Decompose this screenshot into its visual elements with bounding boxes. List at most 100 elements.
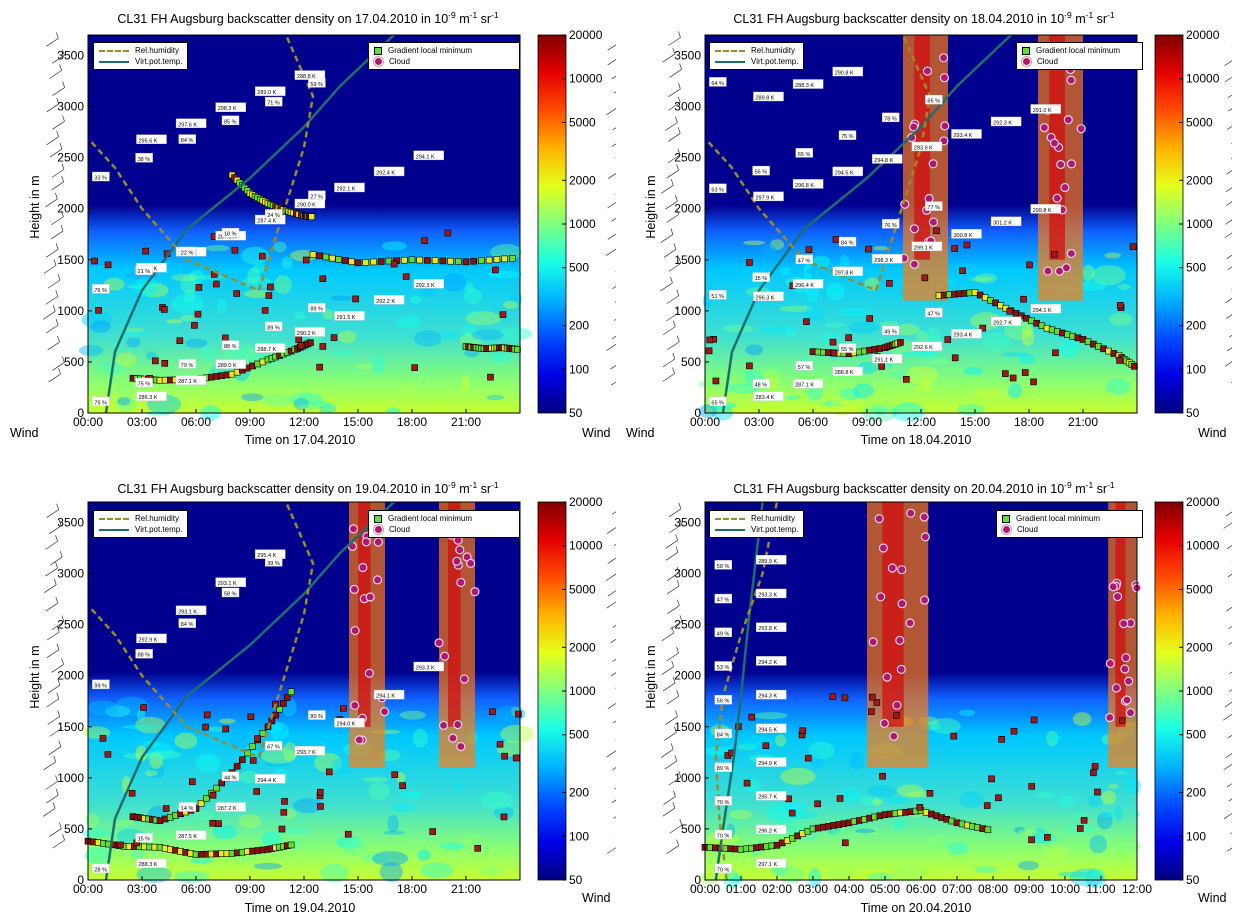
gradient-marker <box>1010 727 1018 735</box>
gradient-marker <box>845 334 852 341</box>
y-tick-label: 1000 <box>674 304 701 318</box>
vpt-label-box <box>413 661 444 672</box>
aerosol-patch <box>1036 791 1055 798</box>
cloud-marker <box>452 556 462 566</box>
aerosol-patch <box>412 728 428 748</box>
x-tick-label: 12:00 <box>289 882 319 896</box>
gradient-marker <box>222 725 229 733</box>
vpt-label-box <box>334 718 365 728</box>
aerosol-patch <box>395 772 406 783</box>
aerosol-patch <box>891 402 925 422</box>
y-tick-label: 1500 <box>674 720 701 734</box>
aerosol-patch <box>1105 379 1131 396</box>
vpt-label: 290.8 K <box>835 71 854 77</box>
cloud-marker <box>879 718 890 728</box>
gradient-marker <box>1028 836 1035 844</box>
wind-barb <box>59 722 62 729</box>
y-tick-label: 2500 <box>674 151 701 165</box>
y-tick-label: 0 <box>694 406 701 420</box>
wind-barb <box>45 781 58 790</box>
x-tick-label: 02:00 <box>762 882 792 896</box>
wind-barb <box>55 290 59 297</box>
rh-label-box <box>221 587 240 598</box>
gradient-marker <box>319 275 327 282</box>
gradient-marker <box>309 251 317 258</box>
colorbar-tick-label: 500 <box>569 261 589 275</box>
gradient-marker <box>841 694 849 702</box>
aerosol-patch <box>121 776 132 795</box>
gradient-marker <box>231 246 239 254</box>
aerosol-patch <box>238 814 261 829</box>
aerosol-patch <box>188 270 205 285</box>
aerosol-patch <box>330 350 356 356</box>
wind-barb <box>1228 798 1232 802</box>
rh-line <box>90 34 315 293</box>
aerosol-patch <box>125 327 145 333</box>
cloud-marker <box>1124 676 1134 686</box>
aerosol-patch <box>697 380 731 389</box>
wind-barb <box>610 638 616 644</box>
aerosol-patch <box>809 750 824 769</box>
aerosol-patch <box>1079 273 1100 292</box>
legend-grad: Gradient local minimum <box>388 514 473 523</box>
wind-barb <box>1225 187 1232 193</box>
aerosol-patch <box>729 809 753 820</box>
aerosol-patch <box>808 868 822 888</box>
gradient-marker <box>377 258 385 265</box>
wind-barb <box>665 552 679 561</box>
wind-barb <box>673 243 677 250</box>
aerosol-patch <box>243 289 273 299</box>
wind-barb <box>47 631 60 641</box>
vpt-label: 288.3 K <box>795 83 814 89</box>
vpt-label-box <box>215 802 246 812</box>
aerosol-patch <box>825 868 855 881</box>
wind-barb <box>1225 201 1232 206</box>
wind-barb <box>43 310 56 320</box>
wind-barb <box>51 169 65 178</box>
x-tick-label: 18:00 <box>397 882 427 896</box>
cloud-marker <box>1105 712 1115 723</box>
rh-label-box <box>308 302 326 313</box>
x-tick-label: 00:00 <box>73 882 103 896</box>
aerosol-patch <box>145 770 158 777</box>
gradient-marker <box>222 334 229 342</box>
gradient-marker <box>213 784 220 792</box>
x-tick-label: 15:00 <box>960 415 990 429</box>
vpt-label-box <box>911 241 943 252</box>
gradient-marker <box>95 307 102 314</box>
colorbar-tick-label: 200 <box>1186 786 1206 800</box>
wind-barb <box>662 373 675 382</box>
aerosol-patch <box>166 319 183 324</box>
x-axis-label: Time on 19.04.2010 <box>244 901 356 915</box>
aerosol-patch <box>192 810 215 820</box>
rh-label-box <box>752 272 770 282</box>
gradient-marker <box>316 252 323 260</box>
wind-barb <box>662 807 676 817</box>
aerosol-patch <box>947 841 969 855</box>
gradient-marker <box>836 795 844 802</box>
wind-barb <box>1225 753 1232 759</box>
wind-barb <box>674 754 678 762</box>
wind-barb <box>47 341 60 351</box>
rh-label: 63 % <box>711 187 724 193</box>
aerosol-patch <box>871 406 888 415</box>
cloud-marker <box>456 741 466 752</box>
vpt-label-box <box>1030 204 1061 214</box>
wind-barb <box>56 643 60 650</box>
rh-label: 89 % <box>717 766 730 772</box>
aerosol-patch <box>372 851 409 866</box>
cloud-marker <box>896 664 906 675</box>
gradient-marker <box>424 257 431 264</box>
wind-barb <box>1227 94 1232 99</box>
gradient-marker <box>411 364 418 371</box>
aerosol-patch <box>752 712 788 720</box>
gradient-marker <box>963 241 971 249</box>
wind-barb <box>57 335 60 343</box>
wind-barb <box>662 53 675 63</box>
gradient-marker <box>140 704 147 711</box>
gradient-marker <box>316 788 324 796</box>
aerosol-patch <box>313 752 342 773</box>
x-tick-label: 12:00 <box>1122 882 1152 896</box>
gradient-marker <box>1080 816 1088 824</box>
chart-svg-3: 288.3 K 287.5 K 287.2 K 294.4 K 293.7 K 294.0… <box>42 495 616 896</box>
